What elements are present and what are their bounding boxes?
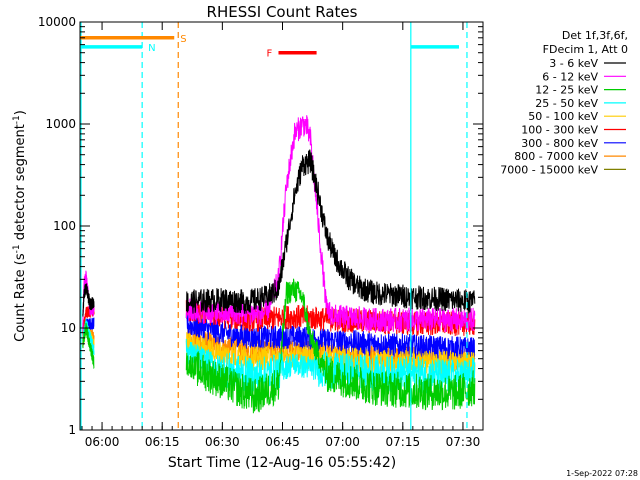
series-line-12-25-kev-1	[185, 278, 476, 414]
legend-label-6-12-kev: 6 - 12 keV	[542, 70, 598, 83]
legend-label-300-800-kev: 300 - 800 keV	[521, 137, 598, 150]
legend-label-25-50-kev: 25 - 50 keV	[535, 97, 598, 110]
y-tick-label-10: 10	[61, 321, 76, 335]
legend-header-0: Det 1f,3f,6f,	[562, 29, 628, 42]
legend-label-50-100-kev: 50 - 100 keV	[528, 110, 598, 123]
y-tick-label-10000: 10000	[38, 15, 76, 29]
series-line-12-25-kev-0	[82, 322, 95, 370]
y-axis-label-end: )	[13, 110, 28, 115]
series-line-6-12-kev-1	[185, 115, 476, 333]
legend-header-1: FDecim 1, Att 0	[543, 43, 628, 56]
annotation-label-f: F	[266, 49, 272, 60]
series-line-3-6-kev-0	[82, 283, 95, 317]
y-tick-label-1: 1	[68, 423, 76, 437]
y-axis-label: Count Rate (s-1 detector segment-1)	[12, 110, 28, 342]
legend-label-12-25-kev: 12 - 25 keV	[535, 84, 598, 97]
annotation-label-n: N	[148, 43, 155, 54]
x-tick-label-06:45: 06:45	[265, 435, 300, 449]
y-axis-label-mid: detector segment	[13, 124, 28, 244]
x-tick-label-06:15: 06:15	[145, 435, 180, 449]
series-line-3-6-kev-1	[185, 149, 476, 314]
x-tick-label-07:15: 07:15	[386, 435, 421, 449]
legend-label-100-300-kev: 100 - 300 keV	[521, 124, 598, 137]
x-tick-label-06:00: 06:00	[85, 435, 120, 449]
x-tick-label-07:30: 07:30	[446, 435, 481, 449]
y-axis-label-main: Count Rate (s	[13, 253, 28, 342]
annotation-label-s: S	[180, 34, 186, 45]
x-tick-label-06:30: 06:30	[205, 435, 240, 449]
chart-title: RHESSI Count Rates	[207, 3, 358, 21]
y-axis-label-sup1: -1	[12, 244, 22, 253]
legend-label-3-6-kev: 3 - 6 keV	[549, 57, 598, 70]
y-axis-label-sup2: -1	[12, 115, 22, 124]
x-tick-label-07:00: 07:00	[325, 435, 360, 449]
y-tick-label-1000: 1000	[45, 117, 76, 131]
series-line-300-800-kev-1	[185, 312, 476, 362]
footer-timestamp: 1-Sep-2022 07:28	[566, 469, 638, 478]
y-tick-label-100: 100	[53, 219, 76, 233]
legend-label-7000-15000-kev: 7000 - 15000 keV	[500, 163, 598, 176]
legend-label-800-7000-kev: 800 - 7000 keV	[514, 150, 598, 163]
x-axis-label: Start Time (12-Aug-16 05:55:42)	[168, 455, 396, 471]
